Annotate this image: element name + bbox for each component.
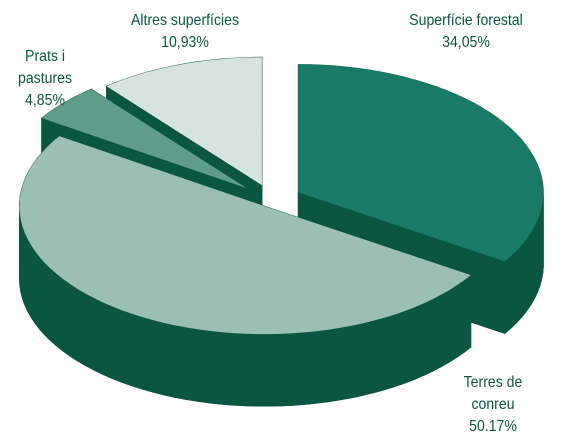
- slice-side: [56, 273, 63, 350]
- slice-side: [31, 245, 35, 323]
- slice-side: [35, 251, 40, 329]
- slice-side: [152, 320, 163, 395]
- slice-side: [209, 331, 221, 404]
- slice-side: [449, 285, 457, 362]
- slice-side: [305, 331, 317, 404]
- slice-side: [527, 233, 531, 311]
- slice-side: [373, 318, 384, 393]
- slice-side: [531, 227, 535, 305]
- slice-side: [517, 245, 522, 323]
- slice-side: [384, 315, 394, 390]
- slice-side: [351, 324, 362, 398]
- slice-side: [340, 326, 351, 400]
- slice-side: [121, 310, 131, 386]
- category-name: Superfície forestal: [378, 10, 554, 32]
- slice-side: [63, 279, 70, 356]
- slice-side: [28, 239, 31, 317]
- slice-side: [457, 280, 464, 357]
- slice-side: [441, 290, 449, 367]
- slice-side: [85, 293, 94, 370]
- slice-side: [394, 311, 404, 387]
- slice-side: [221, 332, 233, 405]
- slice-side: [233, 333, 245, 406]
- slice-side: [511, 250, 517, 328]
- slice-side: [186, 327, 198, 401]
- category-name: Altres superfícies: [97, 10, 273, 32]
- slice-side: [103, 302, 112, 378]
- slice-side: [197, 329, 209, 403]
- value-label: 4,85%: [5, 90, 84, 112]
- slice-side: [257, 334, 269, 406]
- slice-side: [269, 334, 281, 406]
- slice-side: [174, 325, 185, 399]
- slice-side: [328, 328, 340, 402]
- slice-side: [44, 262, 50, 340]
- slice-side: [112, 306, 122, 382]
- slice-side: [522, 239, 527, 317]
- slice-side: [70, 284, 78, 361]
- slice-side: [245, 334, 257, 406]
- slice-side: [424, 299, 433, 375]
- value-label: 50.17%: [445, 416, 542, 438]
- value-label: 10,93%: [97, 32, 273, 54]
- value-label: 34,05%: [378, 32, 554, 54]
- slice-side: [142, 317, 153, 392]
- slice-side: [433, 295, 442, 372]
- category-name: Prats i pastures: [5, 46, 84, 90]
- slice-side: [464, 275, 471, 352]
- slice-side: [50, 268, 56, 345]
- slice-side: [317, 330, 329, 404]
- slice-side: [505, 256, 511, 334]
- slice-side: [39, 257, 44, 335]
- slice-side: [281, 333, 293, 406]
- slice-side: [131, 314, 141, 389]
- slice-side: [362, 321, 373, 396]
- slice-side: [293, 332, 305, 405]
- slice-side: [414, 304, 423, 380]
- slice-side: [534, 220, 537, 298]
- slice-side: [404, 308, 414, 384]
- category-name: Terres de conreu: [445, 372, 542, 416]
- slice-side: [163, 323, 174, 398]
- slice-side: [94, 298, 103, 374]
- slice-side: [77, 289, 85, 366]
